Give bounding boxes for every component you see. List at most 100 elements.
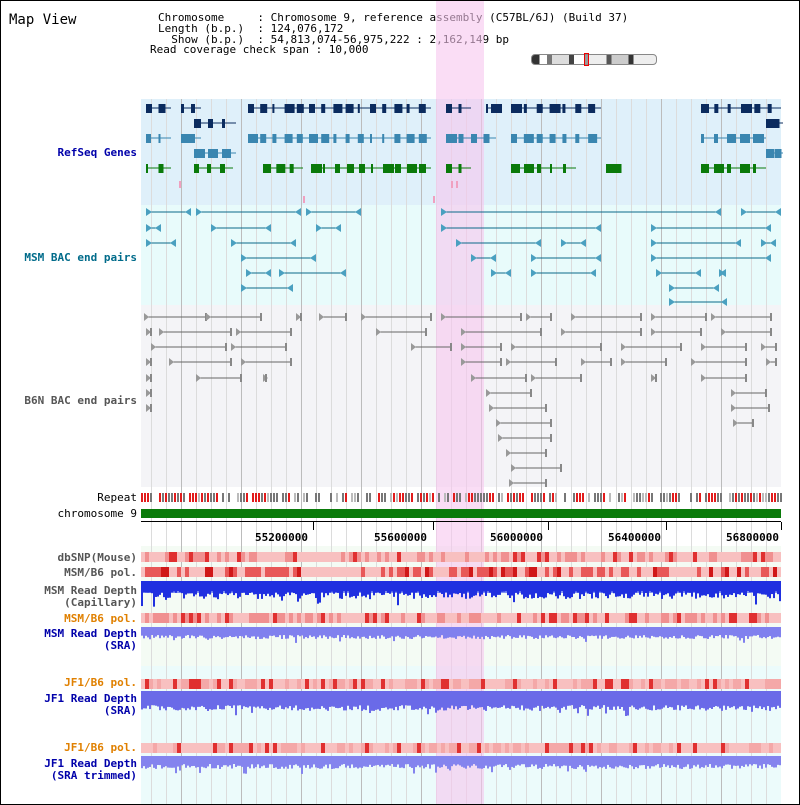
track-label-msm-read-depth-cap[interactable]: MSM Read Depth (Capillary) xyxy=(44,584,137,609)
gridline xyxy=(526,99,527,804)
bac-end-marker xyxy=(471,374,476,382)
read-depth-bar xyxy=(439,581,441,593)
polymorphism-cell xyxy=(257,567,261,577)
read-depth-bar xyxy=(455,756,457,766)
gene-exon xyxy=(701,134,704,143)
polymorphism-cell xyxy=(513,679,517,689)
read-depth-bar xyxy=(211,627,213,639)
track-label-msm-read-depth-sra[interactable]: MSM Read Depth (SRA) xyxy=(44,627,137,652)
polymorphism-cell xyxy=(721,552,725,562)
read-depth-bar xyxy=(351,627,353,638)
gridline xyxy=(751,99,752,804)
track-label-dbsnp[interactable]: dbSNP(Mouse) xyxy=(57,551,137,564)
repeat-element xyxy=(708,493,710,502)
polymorphism-cell xyxy=(141,743,145,753)
polymorphism-cell xyxy=(513,552,517,562)
polymorphism-cell xyxy=(221,552,225,562)
read-depth-bar xyxy=(633,581,635,595)
read-depth-bar xyxy=(699,691,701,710)
read-depth-bar xyxy=(367,627,369,639)
polymorphism-cell xyxy=(537,679,541,689)
polymorphism-cell xyxy=(749,567,753,577)
bac-end-marker xyxy=(775,343,777,351)
read-depth-bar xyxy=(379,691,381,711)
read-depth-bar xyxy=(703,691,705,709)
repeat-element xyxy=(411,493,413,502)
polymorphism-cell xyxy=(349,567,353,577)
read-depth-bar xyxy=(185,691,187,711)
polymorphism-cell xyxy=(737,613,741,623)
read-depth-bar xyxy=(213,756,215,769)
gene-exon xyxy=(335,164,340,173)
polymorphism-cell xyxy=(453,613,457,623)
read-depth-bar xyxy=(751,627,753,637)
polymorphism-cell xyxy=(501,613,505,623)
polymorphism-cell xyxy=(661,743,665,753)
polymorphism-cell xyxy=(589,567,593,577)
polymorphism-cell xyxy=(701,743,705,753)
polymorphism-cell xyxy=(297,552,301,562)
read-depth-bar xyxy=(545,691,547,708)
track-label-msm-bac[interactable]: MSM BAC end pairs xyxy=(24,251,137,264)
polymorphism-cell xyxy=(381,679,385,689)
polymorphism-cell xyxy=(725,743,729,753)
read-depth-bar xyxy=(443,756,445,765)
read-depth-bar xyxy=(779,581,781,602)
read-depth-bar xyxy=(599,581,601,592)
read-depth-bar xyxy=(305,691,307,709)
read-depth-bar xyxy=(651,691,653,711)
repeat-element xyxy=(663,493,665,502)
read-depth-bar xyxy=(745,627,747,636)
polymorphism-cell xyxy=(353,567,357,577)
read-depth-bar xyxy=(239,627,241,636)
gene-exon xyxy=(562,104,566,113)
read-depth-bar xyxy=(193,691,195,708)
read-depth-bar xyxy=(727,581,729,597)
polymorphism-cell xyxy=(325,552,329,562)
track-label-refseq[interactable]: RefSeq Genes xyxy=(57,146,137,159)
gene-exon xyxy=(511,164,520,173)
polymorphism-cell xyxy=(401,679,405,689)
track-label-b6n-bac[interactable]: B6N BAC end pairs xyxy=(24,394,137,407)
track-label-repeat[interactable]: Repeat xyxy=(97,491,137,504)
chromosome-ideogram[interactable] xyxy=(531,54,657,65)
polymorphism-cell xyxy=(289,613,293,623)
read-depth-bar xyxy=(197,691,199,707)
polymorphism-cell xyxy=(605,743,609,753)
read-depth-bar xyxy=(623,756,625,768)
polymorphism-cell xyxy=(517,743,521,753)
polymorphism-cell xyxy=(609,679,613,689)
bac-end-marker xyxy=(669,284,675,292)
read-depth-bar xyxy=(393,581,395,597)
track-label-msm-b6-pol-1[interactable]: MSM/B6 pol. xyxy=(64,566,137,579)
read-depth-bar xyxy=(581,627,583,638)
polymorphism-cell xyxy=(569,613,573,623)
track-label-jf1-read-depth-trim[interactable]: JF1 Read Depth (SRA trimmed) xyxy=(44,757,137,782)
repeat-element xyxy=(258,493,260,502)
read-depth-bar xyxy=(449,581,451,595)
polymorphism-cell xyxy=(169,743,173,753)
track-label-jf1-b6-pol-1[interactable]: JF1/B6 pol. xyxy=(64,676,137,689)
bac-end-marker xyxy=(770,313,772,321)
bac-end-marker xyxy=(700,328,702,336)
read-depth-bar xyxy=(551,756,553,767)
polymorphism-cell xyxy=(349,613,353,623)
polymorphism-cell xyxy=(557,552,561,562)
polymorphism-cell xyxy=(457,552,461,562)
read-depth-bar xyxy=(383,691,385,708)
read-depth-bar xyxy=(301,756,303,774)
track-label-msm-b6-pol-2[interactable]: MSM/B6 pol. xyxy=(64,612,137,625)
track-label-jf1-read-depth-sra[interactable]: JF1 Read Depth (SRA) xyxy=(44,692,137,717)
polymorphism-cell xyxy=(357,613,361,623)
polymorphism-cell xyxy=(449,567,453,577)
polymorphism-cell xyxy=(461,552,465,562)
gene-exon xyxy=(321,104,326,113)
axis-tick xyxy=(548,522,549,530)
polymorphism-cell xyxy=(441,552,445,562)
read-depth-bar xyxy=(181,691,183,708)
track-label-jf1-b6-pol-2[interactable]: JF1/B6 pol. xyxy=(64,741,137,754)
read-depth-bar xyxy=(487,691,489,706)
gridline xyxy=(391,99,392,804)
polymorphism-cell xyxy=(641,679,645,689)
gene-exon xyxy=(272,134,277,143)
